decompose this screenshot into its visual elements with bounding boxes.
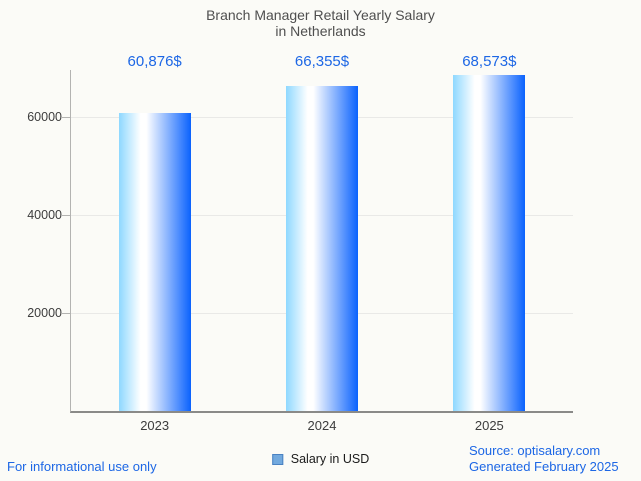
bar-value-label: 60,876$ (127, 53, 182, 70)
source-block: Source: optisalary.com Generated Februar… (469, 443, 619, 475)
y-axis-label: 20000 (27, 306, 62, 320)
bar-2025 (453, 75, 526, 411)
legend: Salary in USD (271, 452, 370, 466)
y-axis-label: 40000 (27, 208, 62, 223)
disclaimer-text: For informational use only (7, 459, 157, 474)
generated-date: Generated February 2025 (469, 459, 619, 474)
y-axis-tick (62, 117, 71, 119)
y-axis-tick (62, 313, 71, 314)
y-axis-tick (62, 215, 71, 217)
chart-title-line1: Branch Manager Retail Yearly Salary (206, 7, 435, 23)
x-axis-label: 2025 (474, 418, 504, 433)
bar-value-label: 68,573$ (462, 53, 517, 70)
legend-label: Salary in USD (290, 452, 370, 466)
chart-title-line2: in Netherlands (275, 23, 366, 39)
legend-swatch-icon (271, 453, 283, 465)
source-link[interactable]: Source: optisalary.com (469, 443, 601, 458)
bar-value-label: 66,355$ (294, 53, 350, 70)
x-axis-label: 2024 (307, 418, 337, 433)
chart-title: Branch Manager Retail Yearly Salary in N… (0, 7, 641, 39)
bar-2023 (118, 112, 191, 411)
y-axis-label: 60000 (27, 110, 62, 125)
bar-2024 (286, 85, 358, 411)
x-axis-label: 2023 (140, 418, 170, 433)
plot-area: 60,876$ 2023 66,355$ 2024 68,573$ 2025 (62, 53, 573, 433)
